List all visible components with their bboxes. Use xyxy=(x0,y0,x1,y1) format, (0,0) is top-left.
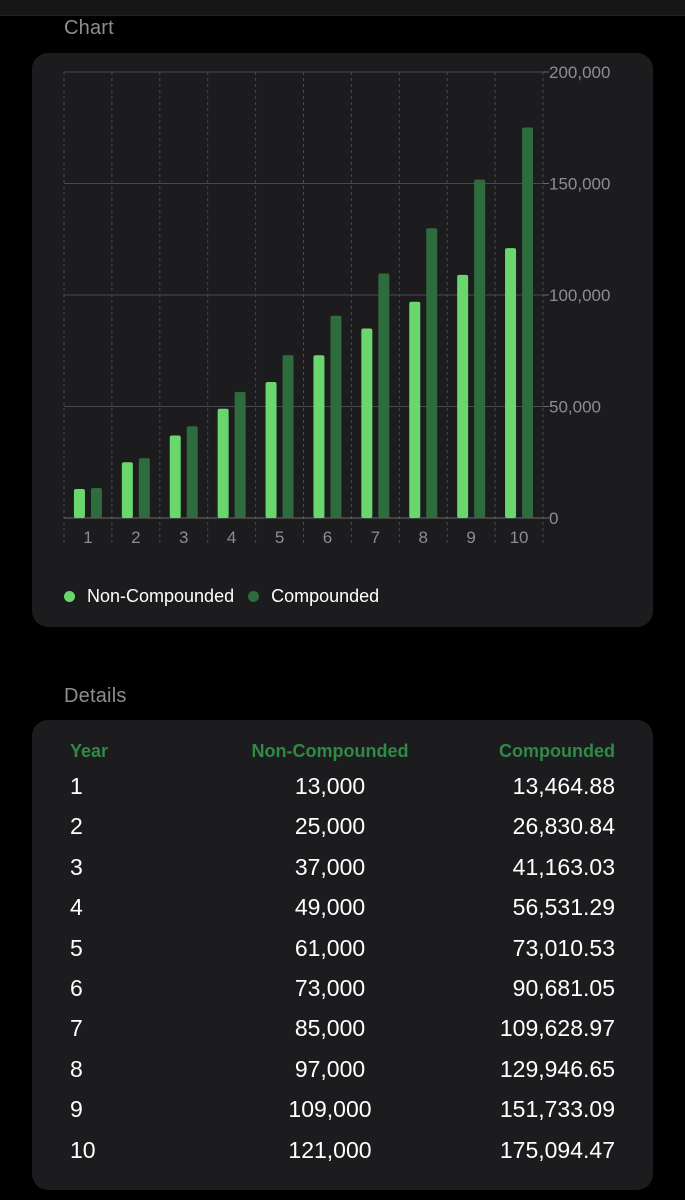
cell-year: 1 xyxy=(70,773,83,799)
table-row: 5 61,000 73,010.53 xyxy=(70,928,615,968)
table-row: 7 85,000 109,628.97 xyxy=(70,1008,615,1048)
cell-non-compounded: 37,000 xyxy=(294,853,366,880)
cell-year: 4 xyxy=(70,894,83,921)
bar-compounded xyxy=(234,391,246,518)
bar-chart: 0 50,000 100,000 150,000 200,000 1 2 3 4 5 6 7 8 9 10 xyxy=(63,63,610,547)
cell-year: 10 xyxy=(70,1136,96,1163)
y-tick-label: 200,000 xyxy=(549,63,610,82)
bar-compounded xyxy=(186,426,198,518)
cell-compounded: 41,163.03 xyxy=(512,853,615,880)
legend-label-non-compounded: Non-Compounded xyxy=(87,585,235,606)
details-card: Year Non-Compounded Compounded 1 13,000 13… xyxy=(32,720,653,1190)
x-tick-label: 4 xyxy=(227,528,236,547)
cell-non-compounded: 109,000 xyxy=(288,1096,372,1123)
cell-year: 5 xyxy=(70,934,83,961)
bar-non-compounded xyxy=(505,248,517,519)
x-tick-label: 9 xyxy=(466,528,475,547)
cell-non-compounded: 85,000 xyxy=(294,1015,366,1042)
legend-swatch-non-compounded xyxy=(64,590,75,602)
legend-label-compounded: Compounded xyxy=(271,585,380,606)
cell-compounded: 13,464.88 xyxy=(512,773,615,799)
column-header-non-compounded: Non-Compounded xyxy=(251,741,409,761)
x-tick-label: 2 xyxy=(131,528,140,547)
bar-non-compounded xyxy=(73,489,85,518)
bar-compounded xyxy=(138,458,150,518)
table-row: 10 121,000 175,094.47 xyxy=(70,1130,615,1170)
cell-compounded: 56,531.29 xyxy=(512,894,615,921)
table-row: 2 25,000 26,830.84 xyxy=(70,806,615,846)
legend-item-non-compounded: Non-Compounded xyxy=(64,586,234,607)
bar-compounded xyxy=(330,315,342,518)
y-tick-label: 150,000 xyxy=(549,175,610,194)
cell-non-compounded: 49,000 xyxy=(294,894,366,921)
x-tick-label: 6 xyxy=(323,528,332,547)
chart-section-title: Chart xyxy=(64,17,114,39)
table-row: 8 97,000 129,946.65 xyxy=(70,1049,615,1089)
cell-non-compounded: 25,000 xyxy=(294,813,366,840)
table-row: 3 37,000 41,163.03 xyxy=(70,847,615,887)
cell-year: 8 xyxy=(70,1055,83,1082)
table-row: 6 73,000 90,681.05 xyxy=(70,968,615,1008)
cell-compounded: 129,946.65 xyxy=(499,1055,615,1082)
cell-non-compounded: 73,000 xyxy=(294,974,366,1001)
cell-year: 7 xyxy=(70,1015,83,1042)
legend-item-compounded: Compounded xyxy=(248,586,379,607)
table-row: 4 49,000 56,531.29 xyxy=(70,887,615,927)
bar-non-compounded xyxy=(217,408,229,518)
table-row: 1 13,000 13,464.88 xyxy=(70,766,615,806)
cell-compounded: 73,010.53 xyxy=(512,934,615,961)
column-header-compounded: Compounded xyxy=(499,741,615,761)
cell-non-compounded: 61,000 xyxy=(294,934,366,961)
bar-non-compounded xyxy=(361,328,373,518)
bar-non-compounded xyxy=(457,274,469,518)
x-tick-label: 3 xyxy=(179,528,188,547)
y-tick-label: 50,000 xyxy=(549,398,601,417)
table-row: 9 109,000 151,733.09 xyxy=(70,1089,615,1129)
cell-non-compounded: 121,000 xyxy=(288,1136,372,1163)
chart-card: 0 50,000 100,000 150,000 200,000 1 2 3 4 5 6 7 8 9 10 … xyxy=(32,53,653,627)
bar-compounded xyxy=(474,179,486,519)
cell-compounded: 151,733.09 xyxy=(499,1096,615,1123)
x-tick-label: 8 xyxy=(419,528,428,547)
cell-year: 6 xyxy=(70,974,83,1001)
cell-year: 2 xyxy=(70,813,83,840)
details-table: Year Non-Compounded Compounded 1 13,000 13… xyxy=(70,736,615,1170)
cell-year: 9 xyxy=(70,1096,83,1123)
bar-non-compounded xyxy=(121,462,133,518)
cell-compounded: 26,830.84 xyxy=(512,813,615,840)
cell-compounded: 90,681.05 xyxy=(512,974,615,1001)
cell-compounded: 175,094.47 xyxy=(499,1136,615,1163)
top-bar xyxy=(0,0,685,16)
x-tick-label: 1 xyxy=(83,528,92,547)
cell-non-compounded: 97,000 xyxy=(294,1055,366,1082)
bar-non-compounded xyxy=(169,435,181,518)
bar-compounded xyxy=(378,273,390,518)
bar-compounded xyxy=(426,228,438,518)
chart-legend: Non-Compounded Compounded xyxy=(64,584,393,608)
cell-non-compounded: 13,000 xyxy=(294,773,366,799)
table-header: Year Non-Compounded Compounded xyxy=(70,736,615,766)
y-tick-label: 100,000 xyxy=(549,286,610,305)
details-section-title: Details xyxy=(64,685,127,707)
table-body: 1 13,000 13,464.88 2 25,000 26,830.84 3 37,000 4… xyxy=(70,766,615,1170)
bar-non-compounded xyxy=(409,301,421,518)
cell-compounded: 109,628.97 xyxy=(499,1015,615,1042)
bar-compounded xyxy=(282,355,294,518)
column-header-year: Year xyxy=(70,741,109,761)
bar-compounded xyxy=(522,127,534,518)
bar-non-compounded xyxy=(265,381,277,518)
x-tick-label: 10 xyxy=(510,528,529,547)
cell-year: 3 xyxy=(70,853,83,880)
legend-swatch-compounded xyxy=(248,590,260,602)
y-tick-label: 0 xyxy=(549,509,558,528)
bar-non-compounded xyxy=(313,355,325,518)
x-tick-label: 7 xyxy=(371,528,380,547)
bar-compounded xyxy=(90,487,102,518)
x-tick-label: 5 xyxy=(275,528,284,547)
